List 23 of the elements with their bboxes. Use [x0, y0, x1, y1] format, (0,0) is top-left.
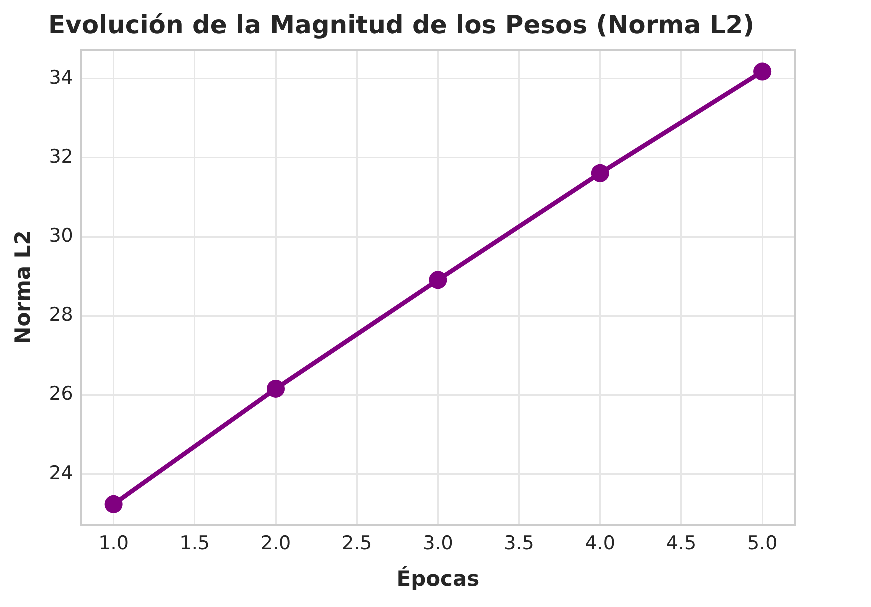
- x-tick-label: 5.0: [747, 532, 778, 554]
- x-tick-label: 1.0: [98, 532, 129, 554]
- y-tick-label: 26: [49, 383, 74, 406]
- y-tick-label: 30: [49, 225, 74, 248]
- point: [104, 495, 123, 514]
- y-axis-title: Norma L2: [11, 230, 36, 344]
- point: [591, 164, 610, 182]
- y-tick-label: 24: [49, 462, 74, 484]
- chart-title: Evolución de la Magnitud de los Pesos (Norma L2): [48, 10, 755, 40]
- x-tick-label: 3.0: [423, 532, 454, 554]
- x-axis-title: Épocas: [396, 566, 480, 591]
- point: [267, 380, 285, 398]
- x-tick-label: 2.5: [342, 532, 372, 554]
- x-tick-label: 1.5: [180, 532, 210, 554]
- x-tick-label: 3.5: [504, 532, 534, 554]
- y-tick-label: 28: [49, 304, 74, 326]
- x-tick-label: 2.0: [260, 532, 292, 554]
- point: [429, 271, 448, 290]
- x-tick-label: 4.5: [666, 532, 697, 554]
- point: [754, 62, 772, 81]
- y-tick-label: 32: [49, 146, 74, 168]
- x-tick-label: 4.0: [585, 532, 616, 554]
- y-tick-label: 34: [49, 66, 74, 89]
